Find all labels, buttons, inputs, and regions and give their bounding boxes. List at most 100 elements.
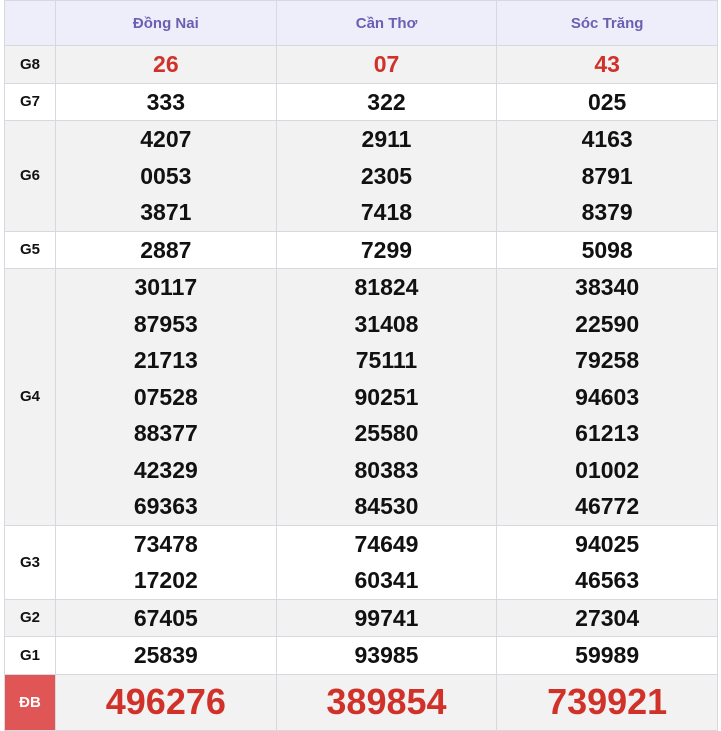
prize-number: 75111 [355, 347, 418, 373]
prize-label: G5 [4, 230, 56, 269]
prize-number: 46563 [575, 567, 640, 593]
prize-number: 27304 [575, 604, 640, 631]
prize-number: 74649 [354, 530, 419, 557]
prize-number: 73478 [133, 530, 198, 557]
prize-number: 3871 [140, 199, 192, 225]
prize-row: ĐB 496276 389854 739921 [4, 673, 718, 731]
prize-label: G8 [4, 45, 56, 84]
prize-cell: 5098 [496, 230, 718, 269]
prize-label: ĐB [4, 673, 56, 731]
prize-number: 67405 [133, 604, 198, 631]
prize-number: 739921 [547, 680, 668, 722]
column-header: Cần Thơ [275, 0, 498, 46]
prize-cell: 2887 [55, 230, 277, 269]
prize-cell: 07 [275, 45, 498, 84]
prize-number: 4207 [140, 126, 192, 152]
prize-number: 5098 [581, 236, 633, 263]
prize-cell: 93985 [275, 636, 498, 675]
prize-number: 389854 [326, 680, 447, 722]
prize-number: 87953 [133, 310, 198, 337]
prize-number: 22590 [575, 310, 640, 337]
prize-number: 94025 [575, 530, 640, 557]
column-header: Sóc Trăng [496, 0, 718, 46]
prize-cell: 27304 [496, 598, 718, 637]
prize-number: 2887 [140, 236, 192, 263]
prize-cell: 99741 [275, 598, 498, 637]
prize-number: 8379 [581, 199, 633, 225]
prize-number: 21713 [133, 347, 198, 373]
prize-cell: 322 [275, 82, 498, 121]
prize-cell: 94025 46563 [496, 524, 718, 600]
prize-cell: 496276 [55, 673, 277, 731]
prize-cell: 30117 87953 21713 07528 88377 42329 69363 [55, 268, 277, 526]
prize-number: 30117 [134, 274, 198, 300]
prize-row: G5 2887 7299 5098 [4, 230, 718, 269]
prize-label: G3 [4, 524, 56, 600]
prize-label: G4 [4, 268, 56, 526]
prize-row: G4 30117 87953 21713 07528 88377 42329 69363 818… [4, 268, 718, 526]
prize-number: 59989 [575, 642, 640, 668]
prize-number: 60341 [354, 567, 419, 593]
prize-row: G8 26 07 43 [4, 45, 718, 84]
prize-number: 17202 [133, 567, 198, 593]
prize-cell: 2911 2305 7418 [275, 120, 498, 232]
prize-row: G7 333 322 025 [4, 82, 718, 121]
column-header: Đồng Nai [55, 0, 277, 46]
prize-cell: 25839 [55, 636, 277, 675]
prize-number: 322 [367, 88, 406, 115]
prize-number: 38340 [575, 274, 640, 300]
prize-number: 46772 [575, 493, 640, 519]
prize-cell: 43 [496, 45, 718, 84]
prize-number: 93985 [354, 642, 419, 668]
prize-cell: 389854 [275, 673, 498, 731]
prize-number: 07 [373, 51, 400, 77]
prize-number: 025 [587, 88, 627, 115]
prize-cell: 67405 [55, 598, 277, 637]
prize-number: 94603 [575, 383, 640, 410]
prize-label: G2 [4, 598, 56, 637]
prize-number: 79258 [575, 347, 640, 373]
prize-label: G1 [4, 636, 56, 675]
prize-cell: 333 [55, 82, 277, 121]
corner-header [4, 0, 56, 46]
prize-number: 07528 [133, 383, 198, 410]
prize-cell: 59989 [496, 636, 718, 675]
prize-number: 88377 [133, 420, 198, 446]
prize-label: G6 [4, 120, 56, 232]
prize-cell: 025 [496, 82, 718, 121]
prize-number: 81824 [354, 274, 419, 300]
prize-number: 90251 [354, 383, 419, 410]
prize-cell: 81824 31408 75111 90251 25580 80383 84530 [275, 268, 498, 526]
prize-number: 01002 [575, 456, 640, 483]
prize-row: G3 73478 17202 74649 60341 94025 46563 [4, 524, 718, 600]
prize-number: 4163 [581, 126, 633, 152]
prize-cell: 7299 [275, 230, 498, 269]
prize-cell: 4207 0053 3871 [55, 120, 277, 232]
prize-number: 84530 [354, 493, 419, 519]
prize-number: 2911 [361, 126, 412, 152]
prize-number: 31408 [354, 310, 419, 337]
prize-number: 7299 [360, 236, 413, 263]
prize-cell: 38340 22590 79258 94603 61213 01002 46772 [496, 268, 718, 526]
prize-cell: 74649 60341 [275, 524, 498, 600]
prize-number: 43 [594, 51, 620, 77]
prize-row: G2 67405 99741 27304 [4, 598, 718, 637]
prize-number: 99741 [354, 604, 419, 631]
prize-number: 25839 [133, 642, 198, 668]
prize-number: 80383 [354, 456, 419, 483]
prize-cell: 739921 [496, 673, 718, 731]
prize-number: 0053 [140, 162, 192, 189]
prize-number: 8791 [581, 162, 633, 189]
lottery-results-table: Đồng Nai Cần Thơ Sóc Trăng G8 26 07 43 G7 333… [4, 0, 718, 731]
prize-number: 2305 [360, 162, 413, 189]
prize-number: 42329 [133, 456, 198, 483]
prize-number: 69363 [133, 493, 198, 519]
prize-number: 496276 [105, 680, 226, 722]
prize-cell: 73478 17202 [55, 524, 277, 600]
prize-number: 333 [146, 88, 186, 115]
prize-number: 25580 [354, 420, 419, 446]
prize-number: 61213 [575, 420, 640, 446]
prize-row: G6 4207 0053 3871 2911 2305 7418 4163 8791 8379 [4, 120, 718, 232]
prize-number: 26 [153, 51, 179, 77]
prize-label: G7 [4, 82, 56, 121]
